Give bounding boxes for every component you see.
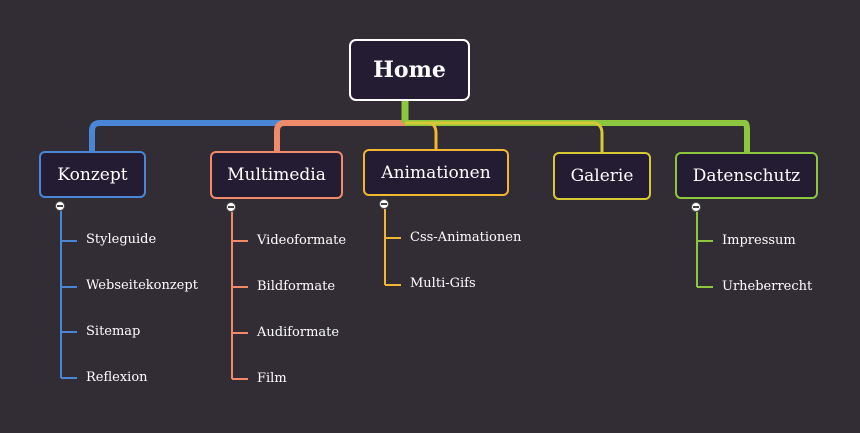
leaf-bildformate[interactable]: Bildformate xyxy=(257,279,336,294)
node-galerie[interactable]: Galerie xyxy=(553,152,651,200)
connector-multimedia xyxy=(274,120,405,151)
leaf-reflexion[interactable]: Reflexion xyxy=(86,370,148,385)
node-datenschutz-label: Datenschutz xyxy=(692,165,801,186)
collapse-toggle-konzept[interactable] xyxy=(55,201,65,211)
node-home[interactable]: Home xyxy=(349,39,470,101)
leaf-sitemap[interactable]: Sitemap xyxy=(86,324,141,339)
collapse-toggle-animationen[interactable] xyxy=(379,199,389,209)
leaf-videoformate[interactable]: Videoformate xyxy=(257,233,347,248)
node-multimedia-label: Multimedia xyxy=(227,165,326,185)
connector-animationen xyxy=(405,121,438,149)
leaf-multi-gifs[interactable]: Multi-Gifs xyxy=(410,276,476,291)
connector-konzept xyxy=(89,120,405,151)
node-animationen-label: Animationen xyxy=(381,162,491,183)
leaf-audiformate[interactable]: Audiformate xyxy=(257,325,340,340)
node-home-label: Home xyxy=(373,57,446,83)
leaf-styleguide[interactable]: Styleguide xyxy=(86,232,157,247)
leaf-film[interactable]: Film xyxy=(257,371,287,386)
node-animationen[interactable]: Animationen xyxy=(363,149,509,196)
leaf-impressum[interactable]: Impressum xyxy=(722,233,796,248)
leaf-urheberrecht[interactable]: Urheberrecht xyxy=(722,279,813,294)
connector-datenschutz xyxy=(405,120,750,152)
leaf-css-animationen[interactable]: Css-Animationen xyxy=(410,230,522,245)
leaf-webseitekonzept[interactable]: Webseitekonzept xyxy=(86,278,198,293)
collapse-toggle-multimedia[interactable] xyxy=(226,202,236,212)
node-multimedia[interactable]: Multimedia xyxy=(210,151,343,199)
node-datenschutz[interactable]: Datenschutz xyxy=(675,152,818,199)
collapse-toggle-datenschutz[interactable] xyxy=(691,202,701,212)
connector-galerie xyxy=(405,121,604,152)
node-konzept[interactable]: Konzept xyxy=(39,151,146,198)
node-konzept-label: Konzept xyxy=(57,164,128,185)
node-galerie-label: Galerie xyxy=(570,166,634,186)
